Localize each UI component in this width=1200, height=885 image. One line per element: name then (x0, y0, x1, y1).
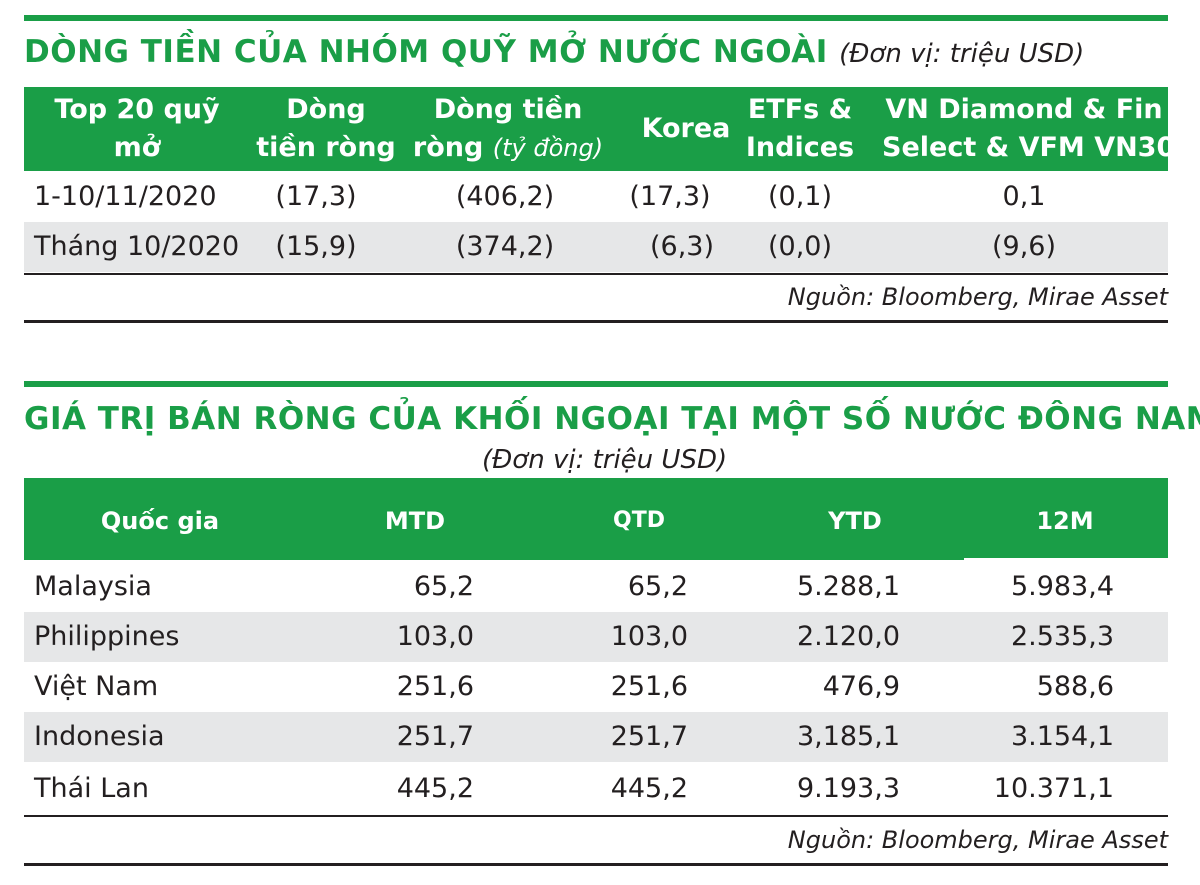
header-line: tiền ròng (256, 132, 396, 163)
table2-header-qtd: QTD (613, 508, 665, 533)
table1-bottom-rule (24, 320, 1168, 323)
header-line: Top 20 quỹ (54, 94, 220, 125)
table2-row: Philippines 103,0 103,0 2.120,0 2.535,3 (24, 612, 1168, 662)
row-value: 0,1 (1002, 181, 1046, 212)
header-line: VN Diamond & Fin (885, 94, 1163, 125)
row-country: Philippines (34, 621, 180, 652)
row-qtd: 445,2 (610, 773, 688, 804)
row-value: (406,2) (455, 181, 555, 212)
table1-divider (24, 273, 1168, 275)
row-qtd: 251,6 (610, 671, 688, 702)
row-label: 1-10/11/2020 (34, 181, 217, 212)
table2-source: Nguồn: Bloomberg, Mirae Asset (787, 826, 1168, 854)
row-mtd: 65,2 (413, 571, 474, 602)
table2-row: Malaysia 65,2 65,2 5.288,1 5.983,4 (24, 562, 1168, 612)
header-line: Dòng tiền (433, 94, 583, 125)
table1-header-net-flow-vnd: Dòng tiền ròng (tỷ đồng) (408, 91, 608, 167)
row-value: (17,3) (275, 181, 357, 212)
table2-bottom-rule (24, 863, 1168, 866)
table2-row: Thái Lan 445,2 445,2 9.193,3 10.371,1 (24, 764, 1168, 814)
header-line: ròng (tỷ đồng) (408, 129, 608, 167)
row-ytd: 476,9 (822, 671, 900, 702)
row-qtd: 251,7 (610, 721, 688, 752)
row-12m: 3.154,1 (1010, 721, 1114, 752)
table1-title: DÒNG TIỀN CỦA NHÓM QUỸ MỞ NƯỚC NGOÀI (Đơ… (24, 34, 1168, 70)
header-unit: (tỷ đồng) (492, 134, 604, 162)
table1-header-net-flow: Dòng tiền ròng (256, 91, 396, 167)
table2-header-country: Quốc gia (100, 507, 220, 535)
row-ytd: 5.288,1 (796, 571, 900, 602)
row-value: (9,6) (991, 231, 1056, 262)
row-value: (15,9) (275, 231, 357, 262)
row-ytd: 3,185,1 (796, 721, 900, 752)
table2-header-mtd: MTD (384, 507, 446, 535)
table1-header-vn-diamond: VN Diamond & Fin Select & VFM VN30 (882, 91, 1176, 167)
row-mtd: 103,0 (396, 621, 474, 652)
header-word: ròng (412, 132, 484, 163)
table2-top-rule (24, 381, 1168, 387)
row-country: Thái Lan (34, 773, 149, 804)
row-qtd: 65,2 (627, 571, 688, 602)
table1-header-top20: Top 20 quỹ mở (32, 91, 242, 167)
row-ytd: 9.193,3 (796, 773, 900, 804)
table1-header: Top 20 quỹ mở Dòng tiền ròng Dòng tiền r… (24, 87, 1176, 171)
table2-row: Indonesia 251,7 251,7 3,185,1 3.154,1 (24, 712, 1168, 762)
row-mtd: 251,6 (396, 671, 474, 702)
header-line: Indices (745, 132, 855, 163)
table2-divider (24, 815, 1168, 817)
row-12m: 588,6 (1036, 671, 1114, 702)
row-value: (6,3) (649, 231, 714, 262)
header-line: Dòng (286, 94, 366, 125)
header-line: ETFs & (747, 94, 853, 125)
row-qtd: 103,0 (610, 621, 688, 652)
table2-header-12m: 12M (1036, 507, 1094, 535)
table1-row: Tháng 10/2020 (15,9) (374,2) (6,3) (0,0)… (24, 222, 1168, 272)
row-value: (0,0) (767, 231, 832, 262)
header-line: mở (113, 132, 161, 163)
table2-title: GIÁ TRỊ BÁN RÒNG CỦA KHỐI NGOẠI TẠI MỘT … (24, 401, 1200, 437)
table1-title-text: DÒNG TIỀN CỦA NHÓM QUỸ MỞ NƯỚC NGOÀI (24, 34, 828, 70)
table2-unit: (Đơn vị: triệu USD) (482, 445, 728, 475)
row-value: (374,2) (455, 231, 555, 262)
row-value: (17,3) (629, 181, 711, 212)
table1-row: 1-10/11/2020 (17,3) (406,2) (17,3) (0,1)… (24, 172, 1168, 222)
table2-header-ytd: YTD (828, 507, 882, 535)
row-12m: 10.371,1 (993, 773, 1114, 804)
row-country: Indonesia (34, 721, 165, 752)
row-12m: 5.983,4 (1010, 571, 1114, 602)
row-label: Tháng 10/2020 (34, 231, 240, 262)
table1-header-korea: Korea (641, 113, 731, 144)
row-country: Việt Nam (34, 671, 159, 702)
row-value: (0,1) (767, 181, 832, 212)
table2-header-12m-bg (964, 478, 1168, 558)
table1-source: Nguồn: Bloomberg, Mirae Asset (787, 283, 1168, 311)
table1-top-rule (24, 15, 1168, 21)
table1-header-etfs: ETFs & Indices (730, 91, 870, 167)
table2-row: Việt Nam 251,6 251,6 476,9 588,6 (24, 662, 1168, 712)
row-mtd: 251,7 (396, 721, 474, 752)
row-mtd: 445,2 (396, 773, 474, 804)
table1-unit: (Đơn vị: triệu USD) (839, 39, 1085, 69)
table2-header (24, 478, 964, 560)
row-12m: 2.535,3 (1010, 621, 1114, 652)
row-ytd: 2.120,0 (796, 621, 900, 652)
row-country: Malaysia (34, 571, 152, 602)
header-line: Select & VFM VN30 (882, 132, 1176, 163)
